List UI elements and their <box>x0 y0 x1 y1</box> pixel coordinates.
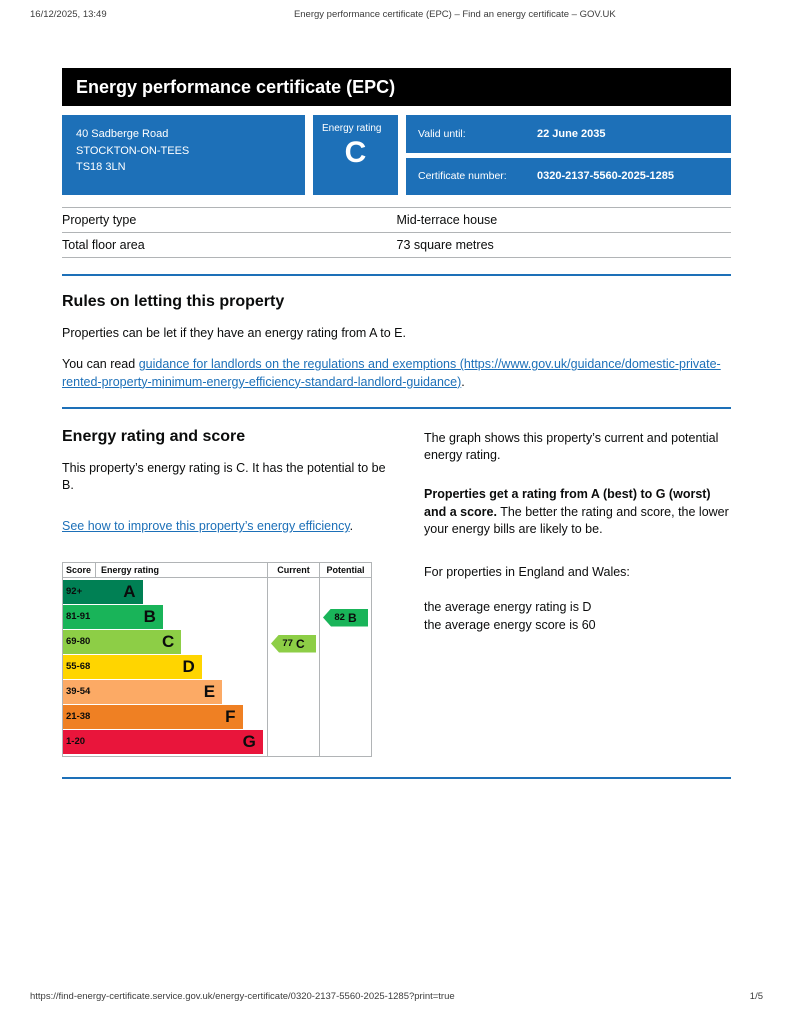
band-score: 1-20 <box>66 736 86 747</box>
page-indicator: 1/5 <box>749 991 763 1002</box>
rating-heading: Energy rating and score <box>62 427 246 445</box>
print-page-title: Energy performance certificate (EPC) – F… <box>293 9 616 20</box>
section-divider <box>62 274 731 276</box>
band-score: 69-80 <box>66 636 91 647</box>
table-row: Total floor area 73 square metres <box>62 233 731 258</box>
print-header: 16/12/2025, 13:49 Energy performance cer… <box>30 9 763 20</box>
floor-area-label: Total floor area <box>62 238 145 252</box>
averages-paragraph: the average energy rating is D the avera… <box>424 599 731 634</box>
band-letter: A <box>123 582 136 601</box>
rating-explanation-text: The better the rating and score, the low… <box>424 504 729 536</box>
band-letter: E <box>203 682 216 701</box>
chart-header-score: Score <box>63 562 96 577</box>
chart-header-current: Current <box>267 562 319 577</box>
rating-band-f: 21-38 F <box>63 704 243 729</box>
energy-rating-value: C <box>344 136 367 169</box>
property-type-value: Mid-terrace house <box>396 213 498 227</box>
address-line-2: STOCKTON-ON-TEES <box>76 144 190 157</box>
band-score: 55-68 <box>66 661 91 672</box>
band-score: 21-38 <box>66 711 91 722</box>
guidance-suffix-text: . <box>461 374 465 389</box>
landlord-guidance-link[interactable]: guidance for landlords on the regulation… <box>62 357 721 389</box>
chart-header-row: Score Energy rating Current Potential <box>63 562 371 578</box>
property-address-box: 40 Sadberge Road STOCKTON-ON-TEES TS18 3… <box>62 115 305 195</box>
current-rating-column: 77 C <box>267 577 319 756</box>
potential-rating-column: 82 B <box>319 577 371 756</box>
rating-band-b: 81-91 B <box>63 604 163 629</box>
improve-efficiency-link[interactable]: See how to improve this property’s energ… <box>62 519 350 534</box>
rating-band-g: 1-20 G <box>63 729 263 754</box>
valid-until-label: Valid until: <box>418 127 466 140</box>
rating-band-a: 92+ A <box>63 579 143 604</box>
certificate-summary: 40 Sadberge Road STOCKTON-ON-TEES TS18 3… <box>62 115 731 195</box>
address-line-1: 40 Sadberge Road <box>76 128 169 140</box>
property-details-table: Property type Mid-terrace house Total fl… <box>62 207 731 258</box>
rating-band-d: 55-68 D <box>63 654 202 679</box>
certificate-meta-column: Valid until: 22 June 2035 Certificate nu… <box>406 115 731 195</box>
energy-rating-label: Energy rating <box>322 123 382 134</box>
band-letter: D <box>182 657 195 676</box>
footer-url: https://find-energy-certificate.service.… <box>30 991 455 1002</box>
average-score-line: the average energy score is 60 <box>424 617 596 632</box>
page-title: Energy performance certificate (EPC) <box>76 76 396 97</box>
certificate-number-value: 0320-2137-5560-2025-1285 <box>537 170 675 183</box>
potential-letter: B <box>347 610 357 625</box>
chart-body: 92+ A 81-91 B 69-80 C 55-68 <box>63 577 371 756</box>
average-rating-line: the average energy rating is D <box>424 600 592 615</box>
energy-rating-box: Energy rating C <box>313 115 398 195</box>
graph-intro-paragraph: The graph shows this property’s current … <box>424 430 719 462</box>
rating-explanation-bold: Properties get a rating from A (best) to… <box>424 487 711 519</box>
print-datetime: 16/12/2025, 13:49 <box>30 9 107 20</box>
rules-heading: Rules on letting this property <box>62 293 285 310</box>
section-divider <box>62 776 731 779</box>
improve-paragraph: See how to improve this property’s energ… <box>62 518 392 535</box>
chart-header-potential: Potential <box>319 562 371 577</box>
rating-left-column: Energy rating and score This property’s … <box>62 428 392 757</box>
certificate-document: Energy performance certificate (EPC) 40 … <box>62 0 731 779</box>
certificate-number-box: Certificate number: 0320-2137-5560-2025-… <box>406 157 731 195</box>
current-letter: C <box>295 636 305 651</box>
rules-section: Rules on letting this property Propertie… <box>62 293 731 391</box>
rules-paragraph-1: Properties can be let if they have an en… <box>62 326 406 340</box>
valid-until-value: 22 June 2035 <box>537 127 606 140</box>
rating-intro-paragraph: This property’s energy rating is C. It h… <box>62 460 386 492</box>
band-score: 92+ <box>66 586 83 597</box>
region-intro-paragraph: For properties in England and Wales: <box>424 565 630 579</box>
print-footer: https://find-energy-certificate.service.… <box>30 991 763 1002</box>
band-letter: B <box>143 607 156 626</box>
rules-paragraph-2: You can read guidance for landlords on t… <box>62 356 731 391</box>
band-letter: F <box>225 707 236 726</box>
chart-header-rating: Energy rating <box>101 564 160 575</box>
energy-rating-section: Energy rating and score This property’s … <box>62 428 731 757</box>
property-type-label: Property type <box>62 213 137 227</box>
certificate-number-label: Certificate number: <box>418 170 507 183</box>
floor-area-value: 73 square metres <box>396 238 494 252</box>
current-rating-marker: 77 C <box>271 634 316 653</box>
rating-band-e: 39-54 E <box>63 679 223 704</box>
section-divider <box>62 406 731 409</box>
rating-bands: 92+ A 81-91 B 69-80 C 55-68 <box>63 578 267 756</box>
rating-right-column: The graph shows this property’s current … <box>424 428 731 757</box>
table-row: Property type Mid-terrace house <box>62 208 731 233</box>
band-letter: G <box>242 732 256 751</box>
valid-until-box: Valid until: 22 June 2035 <box>406 115 731 153</box>
band-letter: C <box>162 632 175 651</box>
band-score: 39-54 <box>66 686 91 697</box>
rating-band-c: 69-80 C <box>63 629 182 654</box>
energy-rating-chart: Score Energy rating Current Potential 92… <box>62 561 372 757</box>
improve-suffix-text: . <box>349 519 354 534</box>
address-line-3: TS18 3LN <box>76 161 126 173</box>
potential-rating-marker: 82 B <box>323 608 368 627</box>
guidance-prefix-text: You can read <box>62 357 139 372</box>
current-score: 77 <box>282 638 293 649</box>
band-score: 81-91 <box>66 611 91 622</box>
page-title-banner: Energy performance certificate (EPC) <box>62 68 731 106</box>
rating-explanation-paragraph: Properties get a rating from A (best) to… <box>424 486 731 538</box>
potential-score: 82 <box>334 612 345 623</box>
